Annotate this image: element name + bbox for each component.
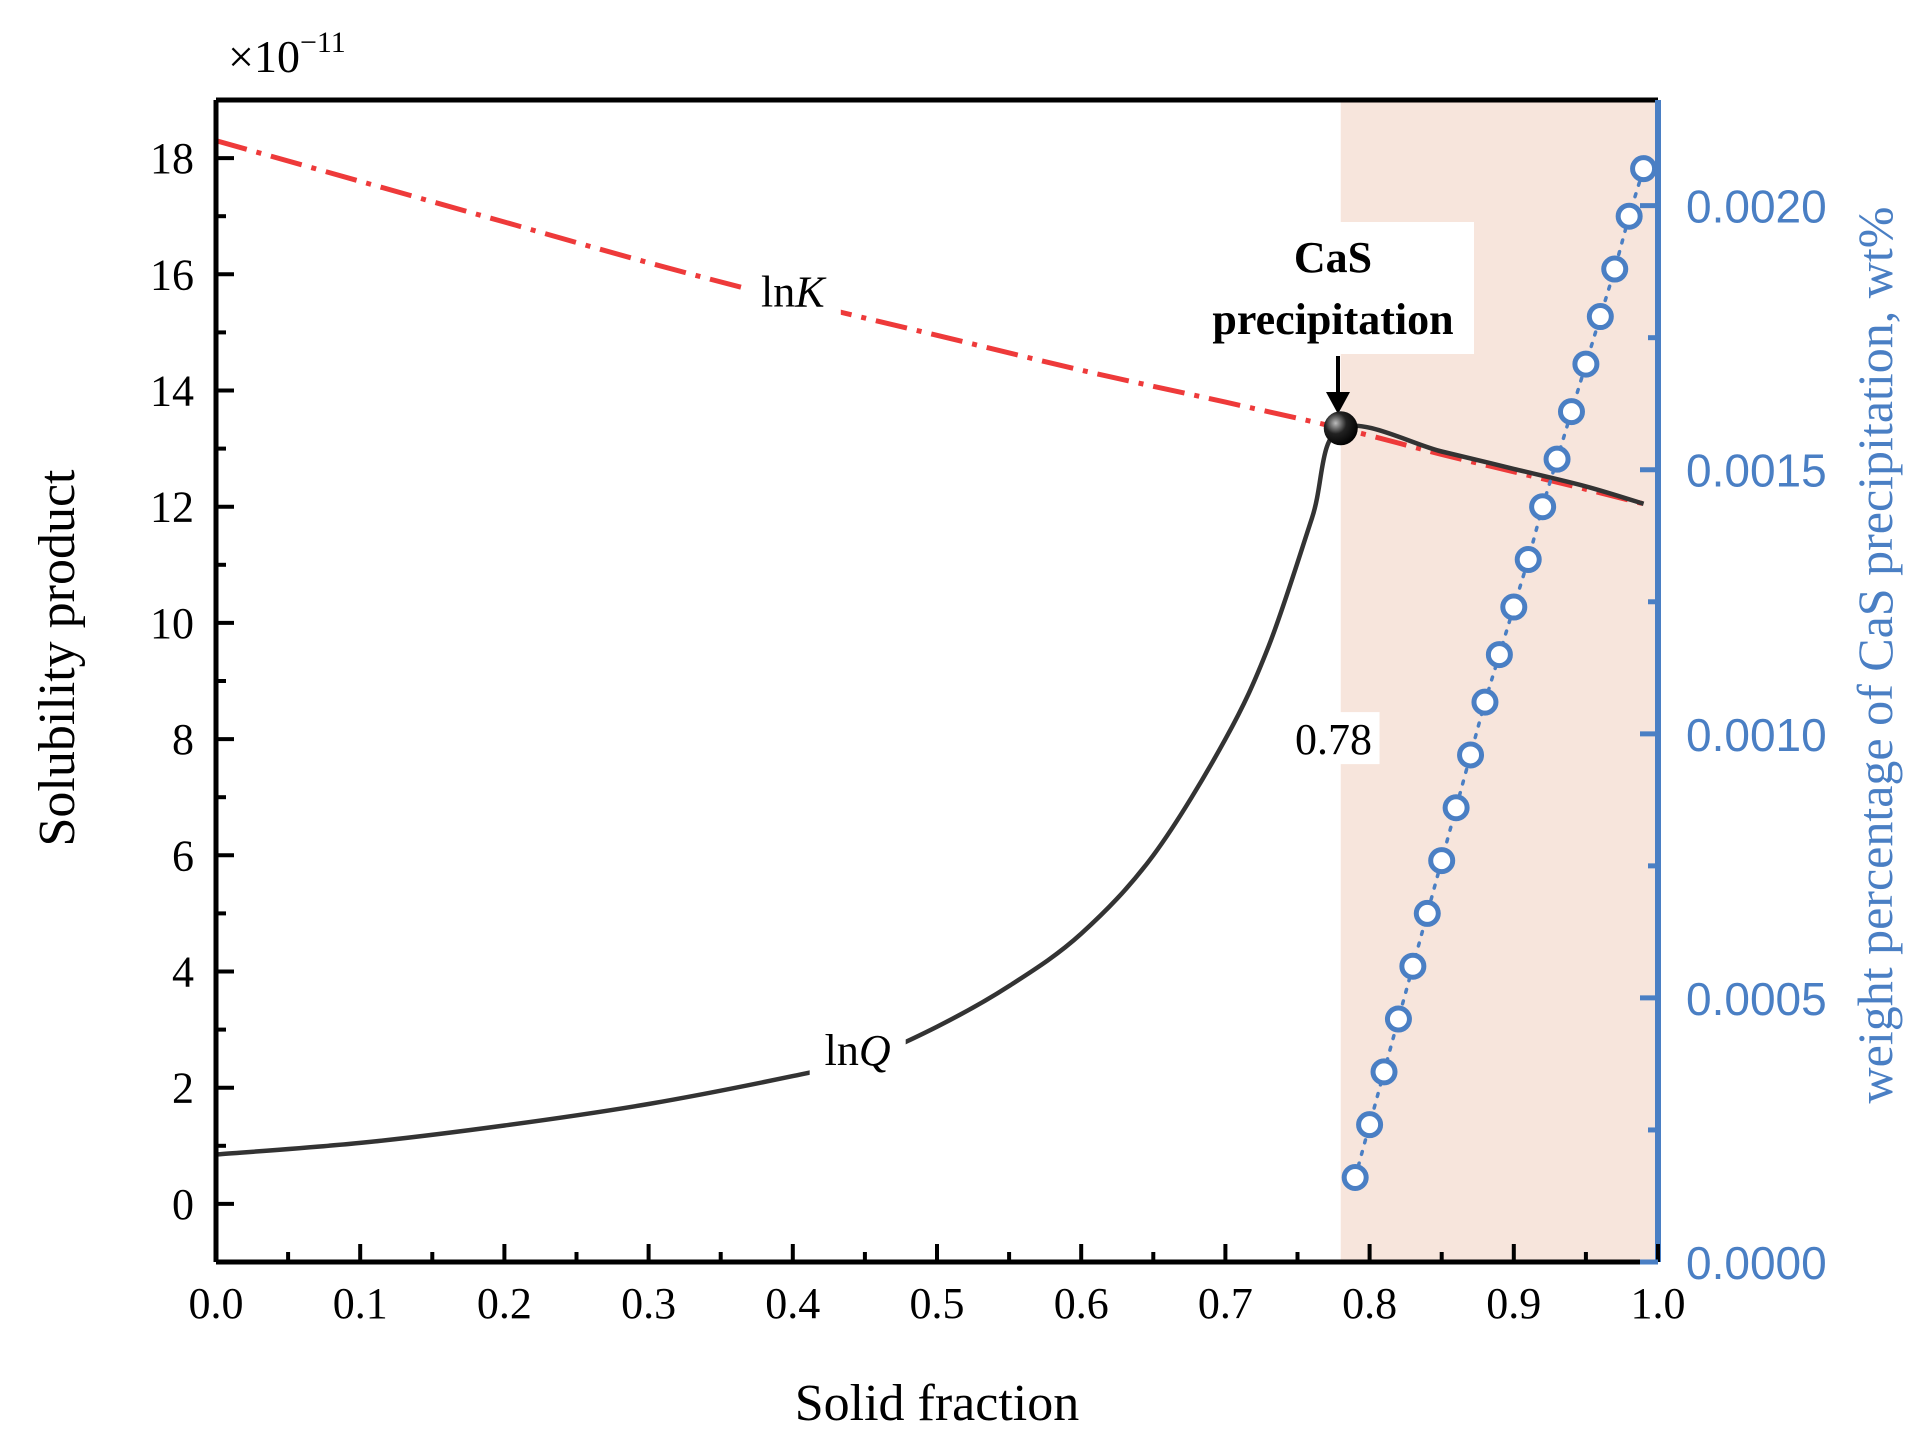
y-exponent-power: −11 (300, 26, 346, 59)
y-tick-label: 4 (172, 948, 194, 997)
x-tick-label: 1.0 (1631, 1279, 1686, 1328)
x-tick-label: 0.2 (477, 1279, 532, 1328)
cas-precipitation-annotation: CaS precipitation (1192, 222, 1474, 414)
cas-precipitation-point (1341, 1163, 1369, 1191)
y-tick-label: 2 (172, 1064, 194, 1113)
cas-precipitation-point (1615, 202, 1643, 230)
cas-annotation-line1: CaS (1294, 233, 1372, 282)
cas-precipitation-point (1572, 350, 1600, 378)
x-tick-label: 0.5 (910, 1279, 965, 1328)
cas-annotation-line2: precipitation (1212, 295, 1453, 344)
y-tick-label: 6 (172, 831, 194, 880)
lnQ-curve (216, 423, 1645, 1157)
cas-precipitation-point (1384, 1005, 1412, 1033)
cas-precipitation-point (1457, 741, 1485, 769)
lnK-label: lnK (744, 264, 841, 319)
cas-precipitation-point (1630, 155, 1658, 183)
cas-annotation-arrowhead (1326, 392, 1350, 414)
y-right-tick-label: 0.0020 (1686, 181, 1827, 233)
lnK-label-ln: ln (761, 268, 795, 317)
cas-precipitation-point (1601, 255, 1629, 283)
cas-precipitation-point (1413, 899, 1441, 927)
cas-precipitation-point (1370, 1058, 1398, 1086)
x-axis-title: Solid fraction (795, 1375, 1080, 1432)
y-right-tick-label: 0.0000 (1686, 1237, 1827, 1289)
x-tick-label: 0.6 (1054, 1279, 1109, 1328)
left-y-axis-title: Solubility product (29, 469, 86, 847)
cas-precipitation-point (1514, 546, 1542, 574)
cas-precipitation-point (1500, 593, 1528, 621)
y-tick-label: 18 (150, 134, 194, 183)
y-tick-label: 8 (172, 715, 194, 764)
cas-precipitation-point (1485, 641, 1513, 669)
y-tick-label: 16 (150, 250, 194, 299)
cas-precipitation-point (1586, 303, 1614, 331)
cas-precipitation-point (1529, 493, 1557, 521)
x-tick-label: 0.7 (1198, 1279, 1253, 1328)
x-tick-label: 0.0 (189, 1279, 244, 1328)
cas-precipitation-point (1399, 952, 1427, 980)
y-axis-exponent: ×10−11 (228, 26, 346, 82)
right-y-axis-title: weight percentage of CaS precipitation, … (1847, 207, 1903, 1104)
lnQ-label-ln: ln (825, 1026, 859, 1075)
x-tick-label: 0.9 (1486, 1279, 1541, 1328)
precipitation-solid-fraction-label: 0.78 (1285, 712, 1380, 765)
cas-precipitation-point (1471, 688, 1499, 716)
svg-text:lnK: lnK (761, 268, 827, 317)
y-tick-label: 14 (150, 367, 194, 416)
y-tick-label: 0 (172, 1180, 194, 1229)
cas-precipitation-point (1543, 445, 1571, 473)
lnK-curve (216, 138, 1645, 507)
lnQ-label-Q: Q (859, 1026, 891, 1075)
x-tick-label: 0.1 (333, 1279, 388, 1328)
y-exponent-base: ×10 (228, 31, 300, 82)
x-tick-label: 0.8 (1342, 1279, 1397, 1328)
lnK-label-K: K (794, 268, 827, 317)
svg-text:0.78: 0.78 (1295, 715, 1372, 764)
x-tick-label: 0.4 (765, 1279, 820, 1328)
svg-text:lnQ: lnQ (825, 1026, 891, 1075)
y-right-tick-label: 0.0010 (1686, 709, 1827, 761)
lnQ-label: lnQ (809, 1022, 906, 1077)
x-tick-label: 0.3 (621, 1279, 676, 1328)
cas-precipitation-point (1428, 847, 1456, 875)
cas-precipitation-point (1557, 398, 1585, 426)
precipitation-start-point (1323, 411, 1358, 446)
y-tick-label: 10 (150, 599, 194, 648)
y-tick-label: 12 (150, 483, 194, 532)
cas-precipitation-point (1356, 1111, 1384, 1139)
y-right-tick-label: 0.0015 (1686, 445, 1827, 497)
cas-annotation-bg (1192, 222, 1474, 354)
cas-precipitation-point (1442, 794, 1470, 822)
y-right-tick-label: 0.0005 (1686, 973, 1827, 1025)
